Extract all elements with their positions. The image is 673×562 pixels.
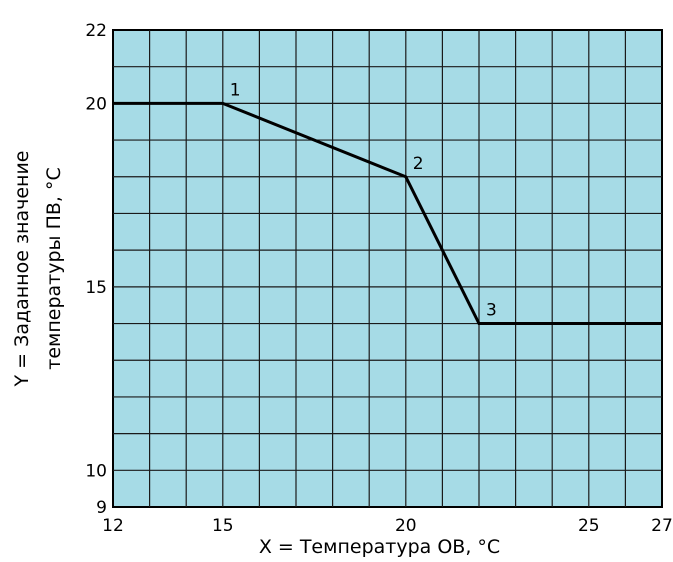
y-axis-label-line-1: Y = Заданное значение (11, 151, 33, 388)
x-tick-label: 27 (651, 516, 673, 536)
y-axis-label-line-2: температуры ПВ, °C (43, 167, 65, 370)
point-label: 2 (413, 154, 424, 174)
x-tick-label: 25 (578, 516, 600, 536)
plot-background (112, 29, 663, 508)
y-tick-label: 15 (85, 278, 107, 298)
series-line (113, 101, 662, 326)
y-tick-label: 20 (85, 94, 107, 114)
x-tick-label: 15 (212, 516, 234, 536)
x-axis-label: X = Температура ОВ, °C (259, 536, 500, 558)
y-tick-label: 22 (85, 21, 107, 41)
point-label: 1 (230, 80, 241, 100)
point-label: 3 (486, 301, 497, 321)
y-tick-label: 10 (85, 461, 107, 481)
grid (113, 30, 662, 507)
y-tick-label: 9 (96, 498, 107, 518)
point-labels: 1 2 3 (230, 80, 497, 320)
x-tick-label: 20 (395, 516, 417, 536)
x-tick-label: 12 (102, 516, 124, 536)
